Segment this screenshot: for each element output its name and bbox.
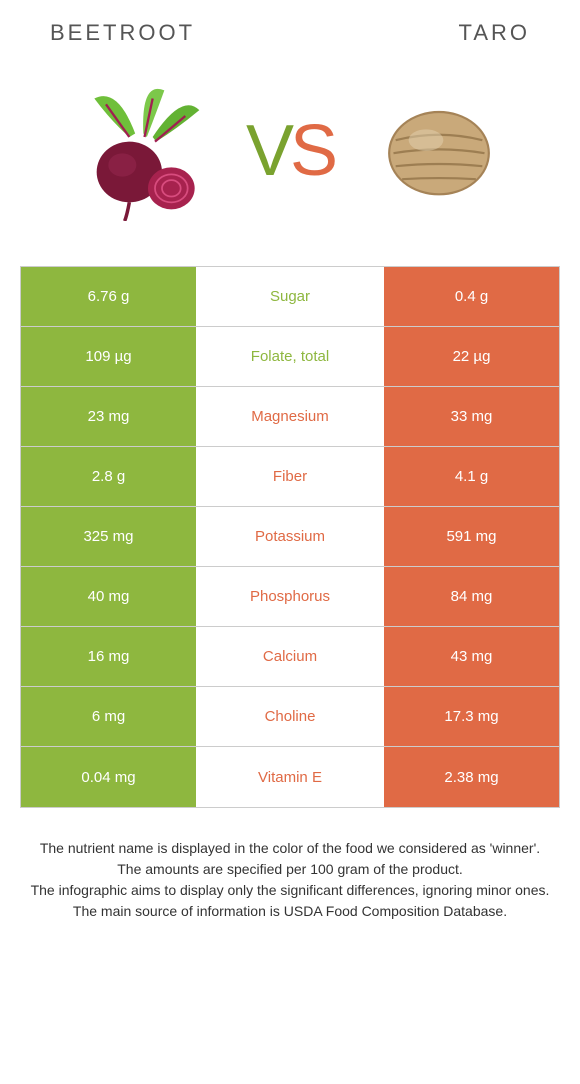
right-value: 33 mg [384, 387, 559, 446]
nutrient-label: Calcium [196, 627, 384, 686]
nutrient-label: Fiber [196, 447, 384, 506]
vs-s: S [290, 111, 334, 191]
left-value: 40 mg [21, 567, 196, 626]
nutrient-label: Folate, total [196, 327, 384, 386]
left-value: 23 mg [21, 387, 196, 446]
nutrient-label: Magnesium [196, 387, 384, 446]
left-value: 109 µg [21, 327, 196, 386]
left-value: 0.04 mg [21, 747, 196, 807]
left-value: 325 mg [21, 507, 196, 566]
vs-label: VS [246, 110, 334, 192]
footer-line-3: The infographic aims to display only the… [20, 880, 560, 901]
nutrient-label: Potassium [196, 507, 384, 566]
header: Beetroot Taro [0, 0, 580, 56]
left-value: 6 mg [21, 687, 196, 746]
header-right: Taro [459, 20, 530, 46]
left-value: 2.8 g [21, 447, 196, 506]
vs-v: V [246, 111, 290, 191]
beetroot-image [66, 76, 216, 226]
right-value: 2.38 mg [384, 747, 559, 807]
footer: The nutrient name is displayed in the co… [0, 808, 580, 922]
right-value: 17.3 mg [384, 687, 559, 746]
right-value: 84 mg [384, 567, 559, 626]
table-row: 16 mgCalcium43 mg [21, 627, 559, 687]
table-row: 40 mgPhosphorus84 mg [21, 567, 559, 627]
hero: VS [0, 56, 580, 266]
table-row: 109 µgFolate, total22 µg [21, 327, 559, 387]
table-row: 6.76 gSugar0.4 g [21, 267, 559, 327]
table-row: 2.8 gFiber4.1 g [21, 447, 559, 507]
nutrient-label: Vitamin E [196, 747, 384, 807]
right-value: 591 mg [384, 507, 559, 566]
left-value: 6.76 g [21, 267, 196, 326]
header-left: Beetroot [50, 20, 195, 46]
comparison-table: 6.76 gSugar0.4 g109 µgFolate, total22 µg… [20, 266, 560, 808]
nutrient-label: Choline [196, 687, 384, 746]
right-value: 4.1 g [384, 447, 559, 506]
nutrient-label: Phosphorus [196, 567, 384, 626]
table-row: 0.04 mgVitamin E2.38 mg [21, 747, 559, 807]
footer-line-1: The nutrient name is displayed in the co… [20, 838, 560, 859]
right-value: 22 µg [384, 327, 559, 386]
left-value: 16 mg [21, 627, 196, 686]
right-value: 43 mg [384, 627, 559, 686]
nutrient-label: Sugar [196, 267, 384, 326]
right-value: 0.4 g [384, 267, 559, 326]
table-row: 6 mgCholine17.3 mg [21, 687, 559, 747]
footer-line-4: The main source of information is USDA F… [20, 901, 560, 922]
taro-image [364, 76, 514, 226]
table-row: 23 mgMagnesium33 mg [21, 387, 559, 447]
footer-line-2: The amounts are specified per 100 gram o… [20, 859, 560, 880]
table-row: 325 mgPotassium591 mg [21, 507, 559, 567]
